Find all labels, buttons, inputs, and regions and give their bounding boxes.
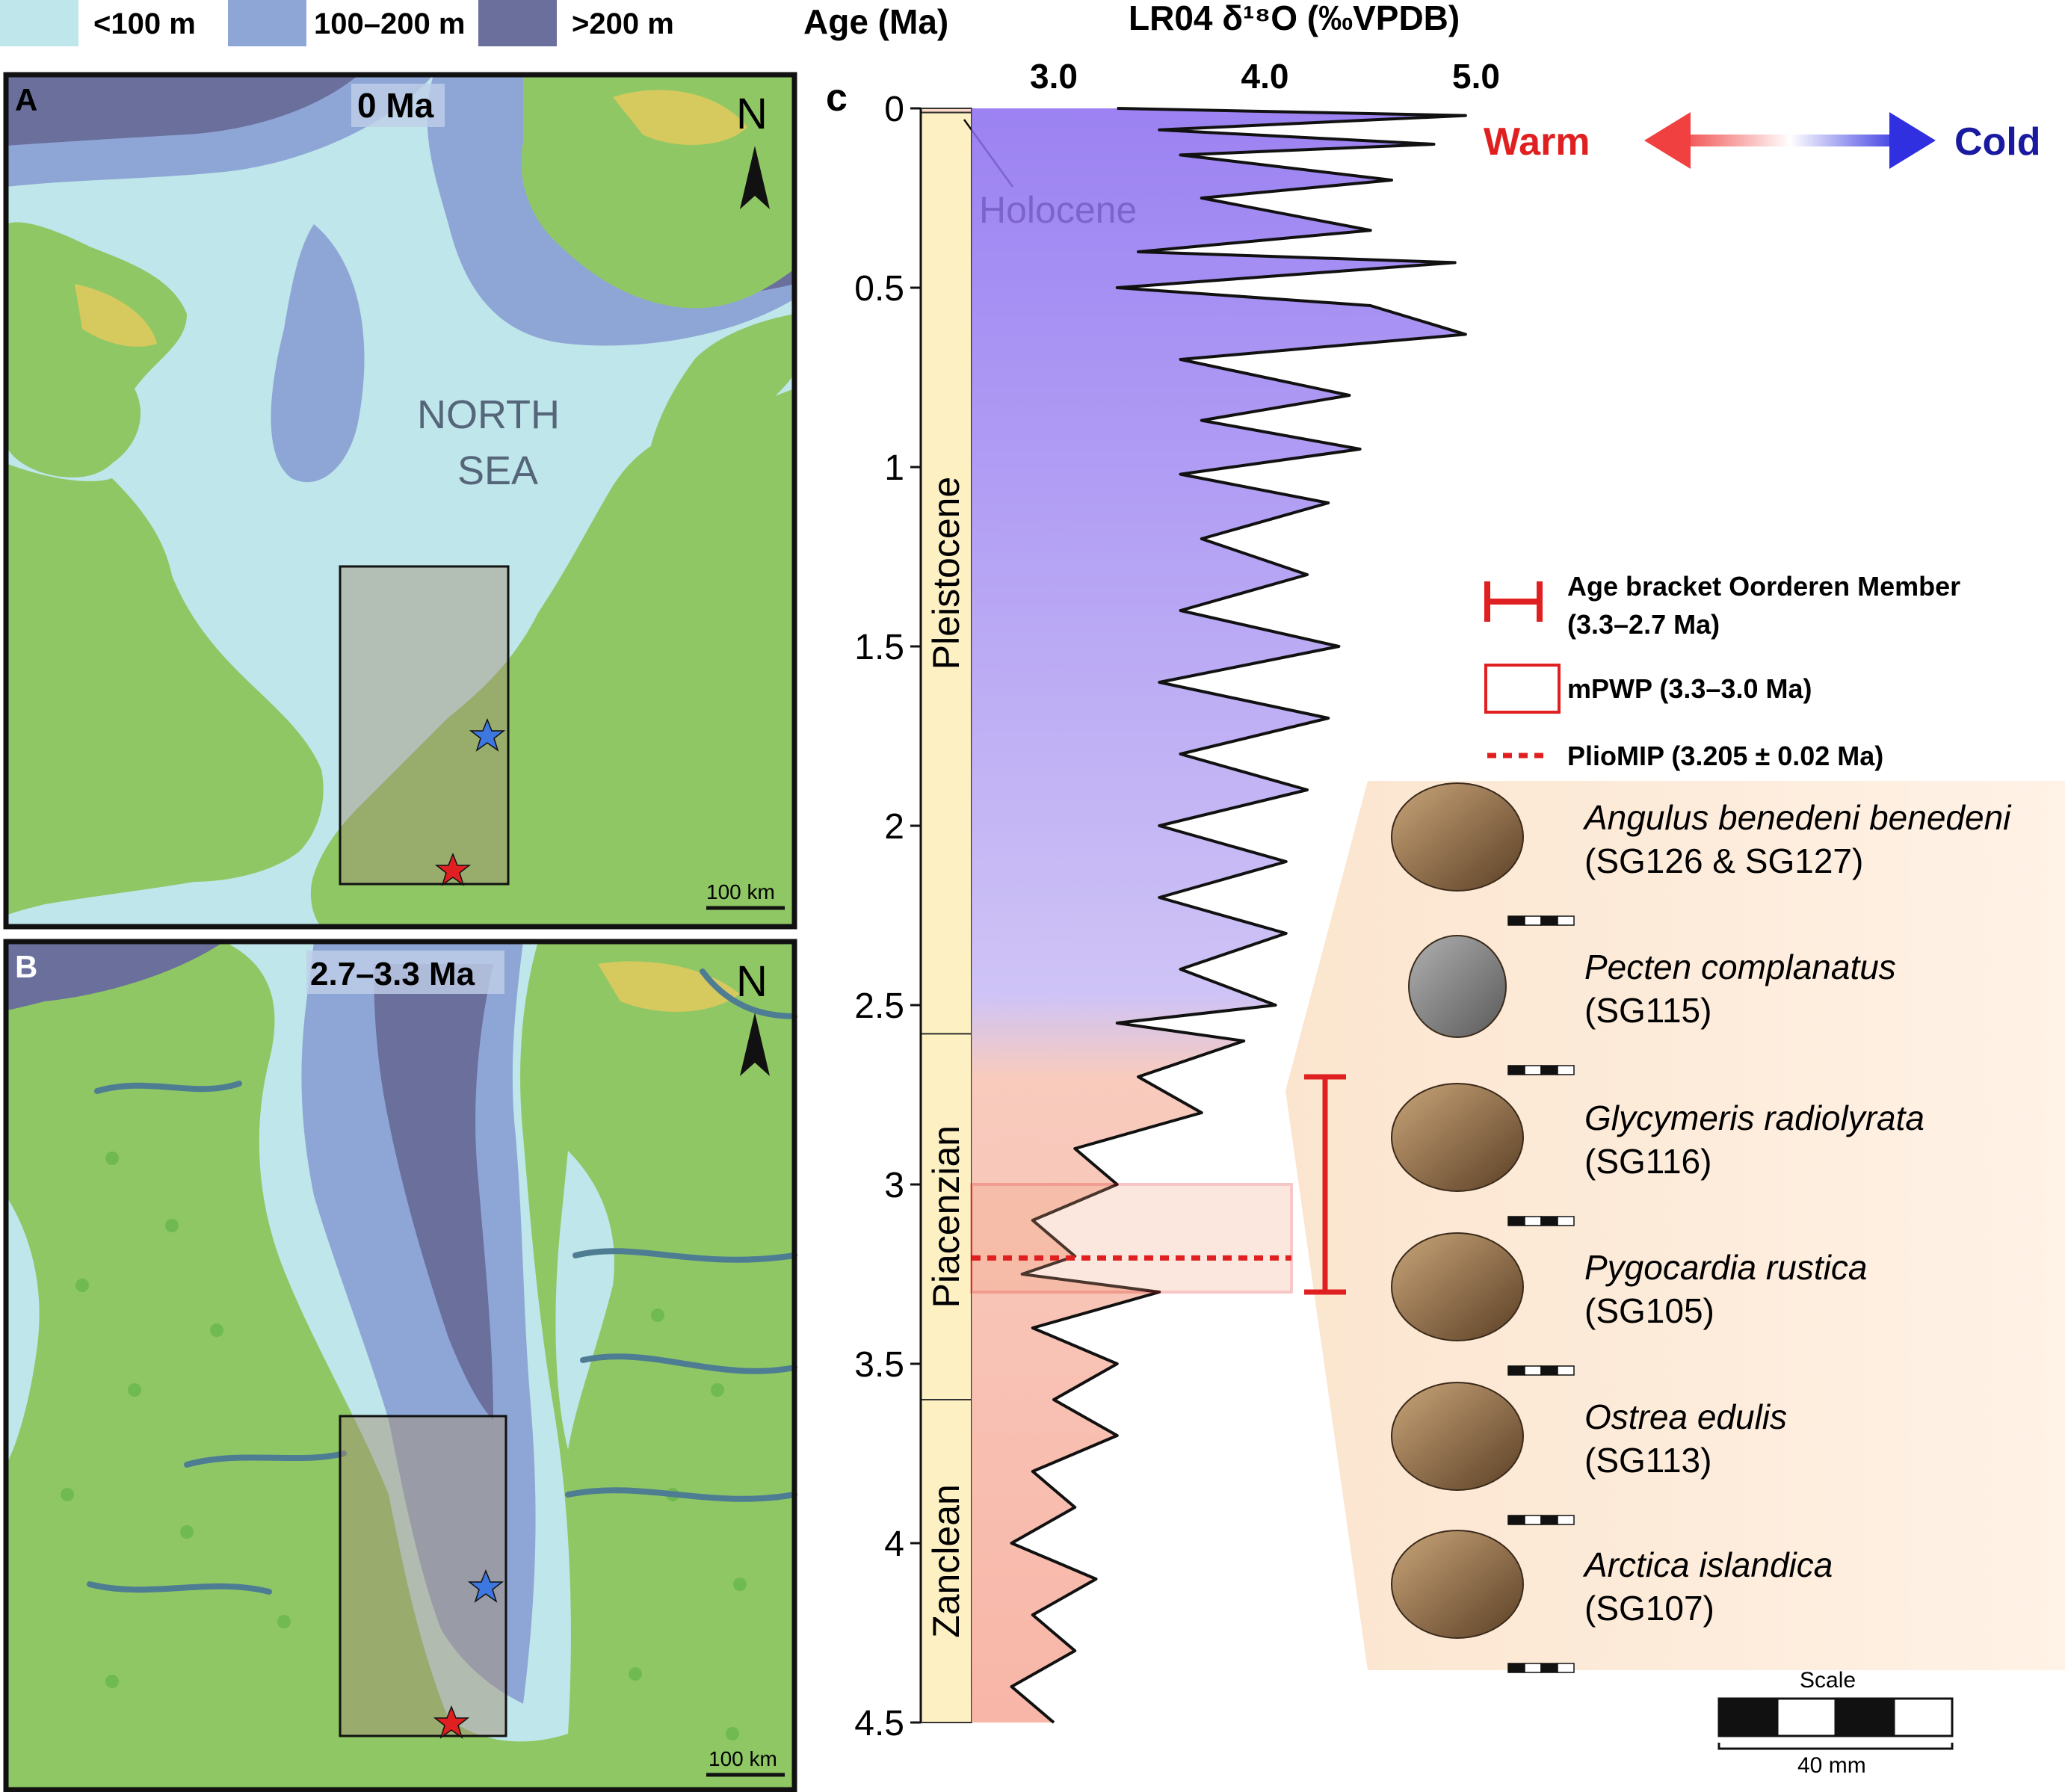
shell-photo: [1391, 782, 1524, 892]
study-area-box-b: [339, 1415, 507, 1737]
study-area-box-a: [339, 565, 510, 886]
shell-photo: [1408, 935, 1507, 1038]
scale-bar: Scale 40 mm: [1717, 1668, 1954, 1778]
lr04-series-line: [1010, 107, 1467, 1724]
legend-swatch-shallow: [0, 0, 78, 46]
panel-a-age-label: 0 Ma: [357, 86, 434, 125]
x-axis-title: LR04 δ¹⁸O (‰VPDB): [1129, 0, 1460, 37]
legend-label-deep: >200 m: [572, 7, 674, 40]
y-tick-label: 1.5: [854, 628, 904, 667]
scale-title: Scale: [1800, 1668, 1856, 1693]
epoch-label: Piacenzian: [925, 1125, 967, 1309]
cold-label: Cold: [1954, 120, 2041, 164]
specimen-name: Glycymeris radiolyrata: [1584, 1099, 1924, 1137]
legend-label-mid: 100–200 m: [314, 7, 465, 40]
north-arrow-icon: [740, 1013, 770, 1076]
x-tick-label: 4.0: [1241, 57, 1289, 96]
panel-c-letter: c: [826, 76, 848, 120]
legend-label-shallow: <100 m: [93, 7, 196, 40]
legend-bracket-line1: Age bracket Oorderen Member: [1567, 571, 1960, 602]
y-tick-label: 4.5: [854, 1704, 904, 1743]
panel-b-frame: [3, 939, 797, 1792]
panel-c-legend: Age bracket Oorderen Member (3.3–2.7 Ma)…: [1484, 571, 1960, 771]
specimen-name: Ostrea edulis: [1584, 1397, 1787, 1436]
specimen-code: (SG126 & SG127): [1584, 841, 1863, 880]
legend-swatch-deep: [478, 0, 557, 46]
y-tick-label: 0: [884, 90, 904, 129]
panel-b-north-label: N: [736, 957, 768, 1006]
panel-a-map: 0 Ma NORTH SEA A N 100 km: [3, 72, 797, 930]
specimen-list: Angulus benedeni benedeni (SG126 & SG127)…: [1391, 782, 2012, 1673]
specimen-name: Arctica islandica: [1582, 1545, 1833, 1584]
panel-a-frame: [3, 72, 797, 930]
specimen-code: (SG113): [1584, 1441, 1711, 1480]
scale-value: 40 mm: [1797, 1753, 1866, 1778]
specimen-panel-bg: [1285, 781, 2065, 1670]
panel-a-north-label: N: [736, 90, 768, 138]
x-tick-label: 5.0: [1452, 57, 1500, 96]
specimen-code: (SG116): [1584, 1142, 1711, 1181]
specimen-name: Pecten complanatus: [1584, 948, 1896, 986]
blue-star-a: [469, 717, 506, 752]
lr04-plot: 0 0.5 1 1.5 2 2.5 3 3.5 4 4.5 3.0 4.0 5.0: [854, 57, 1500, 1743]
shell-photo: [1391, 1530, 1524, 1639]
specimen-name: Pygocardia rustica: [1584, 1248, 1867, 1287]
legend-mpwp: mPWP (3.3–3.0 Ma): [1567, 673, 1812, 704]
specimen-code: (SG105): [1584, 1291, 1714, 1330]
panel-a-scale-label: 100 km: [706, 880, 775, 903]
shell-photo: [1391, 1382, 1524, 1491]
panel-b-scale-label: 100 km: [709, 1747, 777, 1770]
y-tick-label: 0.5: [854, 269, 904, 309]
red-star-b: [433, 1705, 470, 1739]
panel-b-map: 2.7–3.3 Ma B N 100 km: [3, 939, 797, 1792]
specimen-name: Angulus benedeni benedeni: [1582, 798, 2012, 837]
epoch-block: [920, 1399, 972, 1723]
blue-star-b: [467, 1569, 504, 1603]
shell-photo: [1391, 1232, 1524, 1341]
warm-label: Warm: [1484, 120, 1590, 164]
panel-a-sea-label-1: NORTH: [417, 392, 560, 437]
panel-a-sea-label-2: SEA: [457, 448, 538, 493]
y-tick-label: 4: [884, 1524, 904, 1564]
y-tick-label: 2.5: [854, 986, 904, 1026]
depth-legend: <100 m 100–200 m >200 m: [0, 0, 674, 46]
y-tick-label: 3.5: [854, 1345, 904, 1385]
north-arrow-icon: [740, 146, 770, 209]
warm-cold-arrow: [1644, 112, 1936, 169]
panel-c: c Age (Ma) LR04 δ¹⁸O (‰VPDB) Pleistocene…: [803, 0, 2065, 1778]
age-axis-title: Age (Ma): [803, 2, 948, 41]
red-star-a: [434, 852, 472, 886]
panel-a-letter: A: [15, 82, 37, 117]
mpwp-box: [970, 1183, 1293, 1294]
epoch-label: Zanclean: [925, 1484, 967, 1638]
y-tick-label: 2: [884, 807, 904, 847]
specimen-code: (SG115): [1584, 991, 1711, 1030]
legend-bracket-line2: (3.3–2.7 Ma): [1567, 609, 1720, 640]
legend-swatch-mid: [228, 0, 306, 46]
y-tick-label: 1: [884, 448, 904, 488]
y-tick-label: 3: [884, 1166, 904, 1205]
x-tick-label: 3.0: [1030, 57, 1078, 96]
panel-b-letter: B: [15, 949, 37, 984]
shell-photo: [1391, 1083, 1524, 1192]
panel-b-age-label: 2.7–3.3 Ma: [310, 956, 475, 992]
legend-pliomip: PlioMIP (3.205 ± 0.02 Ma): [1567, 741, 1883, 771]
specimen-code: (SG107): [1584, 1589, 1714, 1628]
epoch-label: Pleistocene: [925, 477, 967, 670]
